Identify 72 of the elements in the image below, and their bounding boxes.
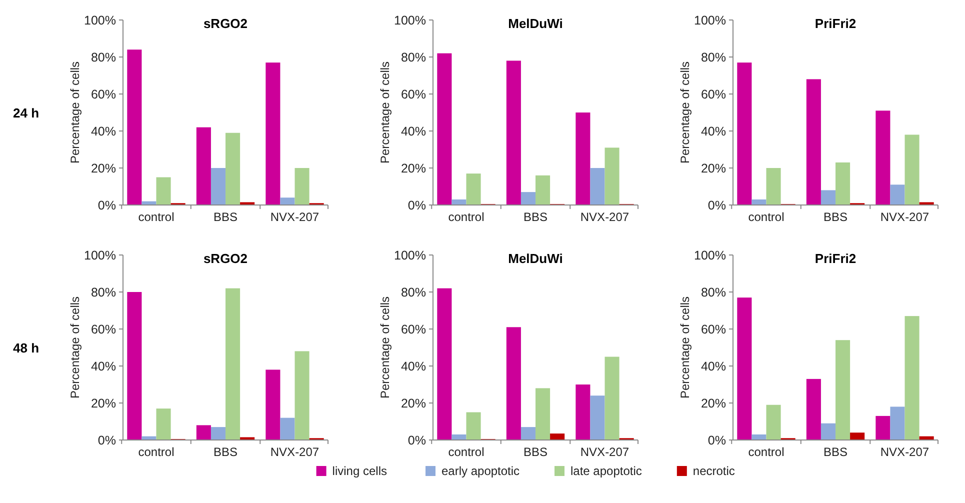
y-tick-label: 40% [400,124,426,138]
x-tick-label: NVX-207 [880,445,930,459]
y-tick-label: 60% [400,87,426,102]
y-axis-title: Percentage of cells [68,61,82,164]
y-tick-label: 100% [394,13,426,28]
y-axis-title: Percentage of cells [678,61,692,164]
y-tick-label: 0% [708,433,726,448]
legend-label: early apoptotic [442,464,520,478]
y-tick-label: 100% [84,13,116,28]
y-tick-label: 60% [90,87,116,102]
x-tick-label: BBS [523,210,548,224]
y-tick-label: 0% [98,198,116,212]
y-tick-label: 0% [98,433,116,448]
y-tick-label: 0% [708,198,726,212]
chart-title: MelDuWi [508,251,563,266]
x-tick-label: BBS [523,445,548,459]
y-tick-label: 100% [394,248,426,262]
y-tick-label: 0% [408,433,426,448]
x-tick-label: control [448,445,484,459]
y-tick-label: 40% [90,359,116,374]
chart-title: sRGO2 [203,251,248,266]
y-axis-title: Percentage of cells [68,296,82,399]
y-tick-label: 40% [400,359,426,374]
x-tick-label: control [748,445,784,459]
chart-title: PriFri2 [814,251,856,266]
x-tick-label: NVX-207 [580,445,630,459]
y-tick-label: 0% [408,198,426,212]
y-tick-label: 80% [90,285,116,300]
y-tick-label: 40% [90,124,116,138]
x-tick-label: control [138,445,174,459]
y-tick-label: 100% [84,248,116,262]
y-axis-title: Percentage of cells [378,296,392,399]
text: 48 h [13,340,40,356]
y-axis-title: Percentage of cells [678,296,692,399]
y-tick-label: 20% [400,396,426,410]
x-tick-label: NVX-207 [270,445,320,459]
x-tick-label: control [748,210,784,224]
x-tick-label: BBS [823,210,848,224]
y-axis-title: Percentage of cells [378,61,392,164]
y-tick-label: 20% [90,161,116,176]
y-tick-label: 60% [700,87,726,102]
y-tick-label: 60% [700,322,726,336]
x-tick-label: BBS [213,445,238,459]
y-tick-label: 80% [400,50,426,64]
y-tick-label: 100% [694,248,726,262]
x-tick-label: NVX-207 [880,210,930,224]
chart-title: MelDuWi [508,16,563,31]
y-tick-label: 20% [400,161,426,176]
y-tick-label: 20% [700,161,726,176]
x-tick-label: BBS [823,445,848,459]
legend-label: necrotic [692,464,735,478]
y-tick-label: 80% [700,285,726,300]
x-tick-label: control [138,210,174,224]
y-tick-label: 80% [700,50,726,64]
chart-title: PriFri2 [814,16,856,31]
chart-title: sRGO2 [203,16,248,31]
y-tick-label: 20% [90,396,116,410]
y-tick-label: 20% [700,396,726,410]
y-tick-label: 40% [700,359,726,374]
y-tick-label: 80% [400,285,426,300]
legend-label: late apoptotic [570,464,642,478]
x-tick-label: NVX-207 [270,210,320,224]
y-tick-label: 40% [700,124,726,138]
legend-label: living cells [332,464,387,478]
x-tick-label: BBS [213,210,238,224]
y-tick-label: 100% [694,13,726,28]
text: 24 h [13,106,40,120]
y-tick-label: 60% [400,322,426,336]
y-tick-label: 80% [90,50,116,64]
x-tick-label: control [448,210,484,224]
y-tick-label: 60% [90,322,116,336]
x-tick-label: NVX-207 [580,210,630,224]
